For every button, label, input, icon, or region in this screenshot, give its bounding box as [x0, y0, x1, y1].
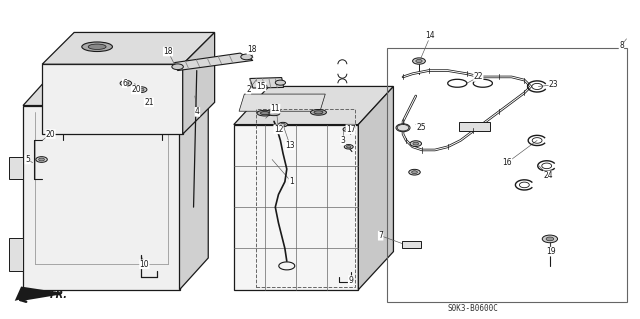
Ellipse shape	[192, 68, 201, 73]
Ellipse shape	[413, 142, 419, 145]
Ellipse shape	[123, 82, 129, 85]
Ellipse shape	[258, 84, 267, 89]
Ellipse shape	[241, 54, 252, 60]
Text: 10: 10	[140, 260, 149, 269]
Ellipse shape	[310, 109, 326, 115]
Polygon shape	[9, 238, 23, 271]
Ellipse shape	[138, 88, 144, 91]
Ellipse shape	[314, 111, 323, 114]
Ellipse shape	[396, 124, 410, 132]
Ellipse shape	[136, 87, 147, 93]
Text: 3: 3	[340, 136, 346, 145]
Text: 14: 14	[426, 31, 435, 40]
Polygon shape	[42, 33, 214, 64]
Ellipse shape	[270, 108, 280, 113]
Text: 18: 18	[247, 45, 257, 55]
Text: 5: 5	[25, 155, 30, 164]
Text: 21: 21	[144, 98, 154, 107]
Ellipse shape	[82, 42, 113, 51]
Polygon shape	[234, 124, 358, 290]
Text: 23: 23	[549, 80, 559, 89]
Text: 9: 9	[348, 276, 353, 285]
Ellipse shape	[416, 59, 422, 63]
Text: 16: 16	[502, 158, 512, 167]
Ellipse shape	[410, 141, 422, 146]
Text: 1: 1	[289, 177, 294, 186]
Text: 25: 25	[416, 123, 426, 132]
Polygon shape	[239, 94, 325, 111]
Bar	[256, 109, 355, 286]
Polygon shape	[23, 74, 208, 106]
Text: 11: 11	[271, 104, 280, 113]
Polygon shape	[174, 53, 253, 70]
Ellipse shape	[273, 109, 278, 112]
Ellipse shape	[542, 235, 557, 243]
Ellipse shape	[88, 44, 106, 49]
Text: 13: 13	[285, 141, 295, 150]
Ellipse shape	[260, 85, 265, 87]
Text: 18: 18	[163, 47, 173, 56]
Ellipse shape	[36, 157, 47, 162]
Text: 20: 20	[131, 85, 141, 94]
Text: S0K3-B0600C: S0K3-B0600C	[448, 304, 499, 313]
Text: 6: 6	[122, 79, 127, 88]
Text: 7: 7	[378, 231, 383, 240]
Polygon shape	[182, 33, 214, 134]
Ellipse shape	[172, 64, 183, 70]
Polygon shape	[23, 106, 179, 290]
Text: 2: 2	[246, 85, 251, 94]
Polygon shape	[250, 78, 284, 88]
Ellipse shape	[120, 80, 132, 86]
Ellipse shape	[281, 123, 285, 126]
Polygon shape	[234, 86, 394, 124]
Ellipse shape	[413, 58, 426, 64]
Ellipse shape	[278, 122, 287, 127]
Ellipse shape	[412, 171, 417, 174]
Polygon shape	[15, 286, 63, 301]
Polygon shape	[358, 86, 394, 290]
Ellipse shape	[409, 169, 420, 175]
Text: 20: 20	[45, 130, 55, 138]
Polygon shape	[42, 64, 182, 134]
Ellipse shape	[268, 111, 280, 116]
Ellipse shape	[546, 237, 554, 241]
Text: FR.: FR.	[50, 290, 68, 300]
Ellipse shape	[344, 145, 353, 149]
Text: 17: 17	[346, 125, 355, 134]
Bar	[387, 48, 627, 302]
Ellipse shape	[345, 128, 349, 130]
Text: 22: 22	[474, 72, 483, 81]
Ellipse shape	[346, 146, 351, 148]
Text: 12: 12	[274, 125, 284, 134]
Bar	[402, 241, 421, 249]
Text: 8: 8	[619, 41, 624, 50]
Ellipse shape	[257, 110, 273, 116]
Ellipse shape	[275, 80, 285, 85]
Ellipse shape	[260, 112, 269, 115]
Text: 4: 4	[195, 108, 200, 116]
Polygon shape	[179, 74, 208, 290]
Ellipse shape	[38, 158, 44, 161]
Text: 24: 24	[543, 171, 553, 180]
Text: 19: 19	[547, 247, 556, 256]
Polygon shape	[9, 157, 23, 179]
Ellipse shape	[343, 127, 352, 131]
Bar	[460, 122, 490, 131]
Text: 15: 15	[257, 82, 266, 91]
